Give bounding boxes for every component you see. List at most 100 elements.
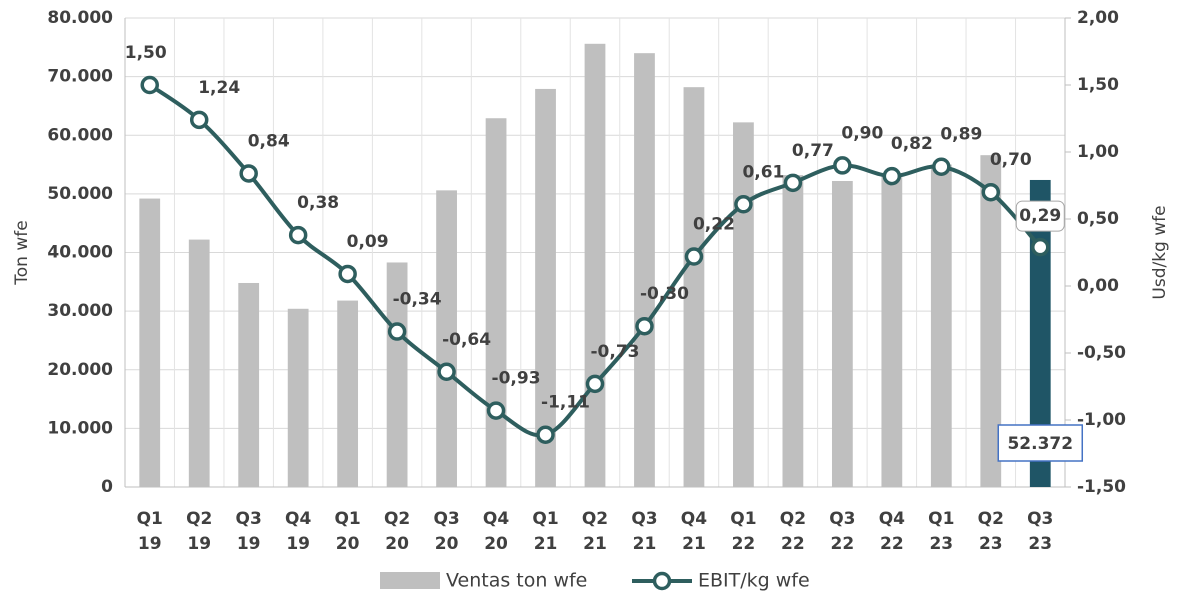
- value-label-box: [997, 424, 1084, 462]
- line-value-label: -0,73: [591, 342, 640, 362]
- y-tick-label: 30.000: [47, 301, 113, 321]
- line-marker: [387, 322, 407, 341]
- line-value-label: 0,84: [248, 131, 290, 151]
- line-value-label: 0,22: [693, 215, 735, 235]
- x-tick-label: Q2 22: [780, 509, 806, 554]
- x-tick-label: Q3 22: [829, 509, 855, 554]
- bar: [930, 164, 952, 487]
- y2-tick-label: -0,50: [1077, 343, 1126, 363]
- bar: [139, 198, 161, 487]
- line-value-label: 0,90: [841, 123, 883, 143]
- y2-tick-label: -1,50: [1077, 477, 1126, 497]
- line-marker: [734, 195, 753, 214]
- x-tick-label: Q3 19: [236, 509, 262, 554]
- bar: [881, 176, 903, 487]
- bar: [287, 308, 309, 487]
- value-label-box: [1015, 200, 1065, 232]
- bar-value-label: 52.372: [1007, 434, 1073, 454]
- x-tick-label: Q2 23: [978, 509, 1004, 554]
- legend-label: EBIT/kg wfe: [698, 570, 810, 592]
- line-marker: [882, 166, 902, 186]
- line-marker: [437, 362, 456, 382]
- line-marker: [833, 156, 852, 175]
- y-tick-label: 40.000: [47, 243, 113, 263]
- x-tick-label: Q4 19: [285, 509, 311, 554]
- line-value-label: -0,30: [640, 284, 689, 304]
- line-value-label: -0,64: [442, 330, 491, 350]
- line-value-label: 0,77: [792, 141, 834, 161]
- bar: [634, 53, 655, 488]
- y2-axis-title: Usd/kg wfe: [1150, 205, 1170, 299]
- y-tick-label: 50.000: [47, 184, 113, 204]
- line-value-label: 1,50: [125, 43, 167, 63]
- y2-tick-label: 2,00: [1077, 8, 1119, 28]
- bar: [238, 282, 260, 487]
- bar: [535, 88, 556, 487]
- line-marker: [140, 75, 159, 95]
- bar: [584, 43, 606, 488]
- y-axis-title: Ton wfe: [12, 220, 32, 285]
- x-tick-label: Q4 21: [681, 509, 707, 554]
- line-value-label: 0,29: [1019, 206, 1061, 226]
- bar: [980, 155, 1002, 487]
- line-value-label: -0,34: [393, 290, 442, 310]
- bar: [485, 118, 507, 487]
- y-tick-label: 80.000: [47, 8, 113, 28]
- legend-swatch: [380, 572, 440, 589]
- x-tick-label: Q1 23: [928, 509, 954, 554]
- x-tick-label: Q2 21: [582, 509, 608, 554]
- x-tick-label: Q4 22: [879, 509, 905, 554]
- line-marker: [338, 264, 357, 284]
- x-tick-label: Q1 20: [334, 509, 360, 554]
- line-marker: [981, 182, 1001, 202]
- line-value-label: 0,38: [297, 193, 339, 213]
- line-marker: [239, 164, 258, 183]
- legend-marker: [652, 571, 672, 591]
- y-tick-label: 10.000: [47, 418, 113, 438]
- y2-tick-label: 0,00: [1077, 276, 1119, 296]
- y-tick-label: 20.000: [47, 360, 113, 380]
- line-marker: [486, 401, 506, 420]
- line-value-label: 1,24: [198, 78, 240, 98]
- bar: [1029, 179, 1051, 487]
- bar: [683, 87, 705, 488]
- y2-tick-label: 0,50: [1077, 209, 1119, 229]
- line-marker: [635, 316, 654, 336]
- y2-tick-label: 1,00: [1077, 142, 1119, 162]
- line-value-label: 0,89: [940, 125, 982, 145]
- line-value-label: -1,11: [541, 393, 590, 413]
- x-tick-label: Q2 20: [384, 509, 410, 554]
- y2-tick-label: 1,50: [1077, 75, 1119, 95]
- line-marker: [536, 425, 555, 444]
- bar: [188, 239, 210, 487]
- y-tick-label: 0: [101, 477, 113, 497]
- x-tick-label: Q1 21: [532, 509, 558, 554]
- x-tick-label: Q3 23: [1027, 509, 1053, 554]
- y-tick-label: 70.000: [47, 67, 113, 87]
- legend-label: Ventas ton wfe: [446, 570, 587, 592]
- x-tick-label: Q4 20: [483, 509, 509, 554]
- line-marker: [1031, 237, 1050, 257]
- bar: [831, 180, 853, 488]
- bar: [436, 190, 457, 488]
- x-tick-label: Q3 21: [631, 509, 657, 554]
- bar: [733, 122, 754, 487]
- bar: [386, 262, 408, 487]
- y2-tick-label: -1,00: [1077, 410, 1126, 430]
- bar: [337, 300, 359, 487]
- line-value-label: -0,93: [492, 369, 541, 389]
- line-marker: [783, 173, 803, 193]
- line-value-label: 0,61: [742, 162, 784, 182]
- line-marker: [932, 157, 951, 176]
- y-tick-label: 60.000: [47, 125, 113, 145]
- x-tick-label: Q1 19: [137, 509, 163, 554]
- line-marker: [684, 247, 704, 266]
- x-tick-label: Q3 20: [433, 509, 459, 554]
- bar: [782, 175, 804, 488]
- line-value-label: 0,09: [347, 232, 389, 252]
- line-value-label: 0,82: [891, 134, 933, 154]
- line-value-label: 0,70: [990, 150, 1032, 170]
- line-marker: [189, 110, 209, 130]
- x-tick-label: Q2 19: [186, 509, 212, 554]
